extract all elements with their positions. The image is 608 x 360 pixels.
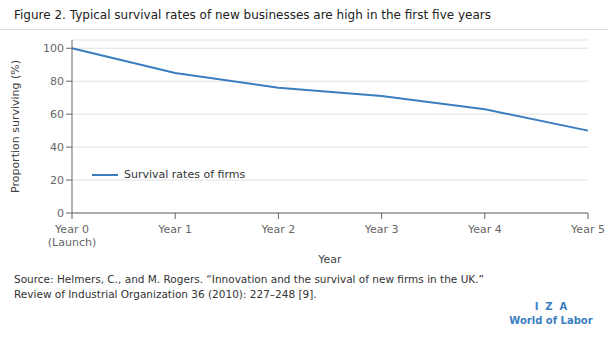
- svg-text:Year 3: Year 3: [364, 223, 399, 236]
- svg-text:Year 1: Year 1: [157, 223, 192, 236]
- svg-text:Year 0(Launch): Year 0(Launch): [48, 223, 96, 249]
- svg-text:20: 20: [50, 174, 64, 187]
- svg-text:0: 0: [57, 207, 64, 220]
- html-text:I Z A: I Z A: [534, 301, 568, 312]
- svg-text:Proportion surviving (%): Proportion surviving (%): [9, 60, 22, 193]
- svg-text:Year: Year: [317, 253, 342, 265]
- svg-text:100: 100: [43, 42, 64, 55]
- svg-text:60: 60: [50, 108, 64, 121]
- svg-text:Year 2: Year 2: [261, 223, 296, 236]
- html-text:Figure 2. Typical survival rat: Figure 2. Typical survival rates of new …: [14, 8, 491, 22]
- svg-text:Year 4: Year 4: [467, 223, 502, 236]
- svg-text:Year 5: Year 5: [570, 223, 600, 236]
- svg-text:80: 80: [50, 75, 64, 88]
- html-text:Source: Helmers, C., and M. Ro: Source: Helmers, C., and M. Rogers. “Inn…: [14, 273, 484, 300]
- svg-text:40: 40: [50, 141, 64, 154]
- html-text:Survival rates of firms: Survival rates of firms: [124, 168, 246, 181]
- html-text:World of Labor: World of Labor: [509, 315, 593, 326]
